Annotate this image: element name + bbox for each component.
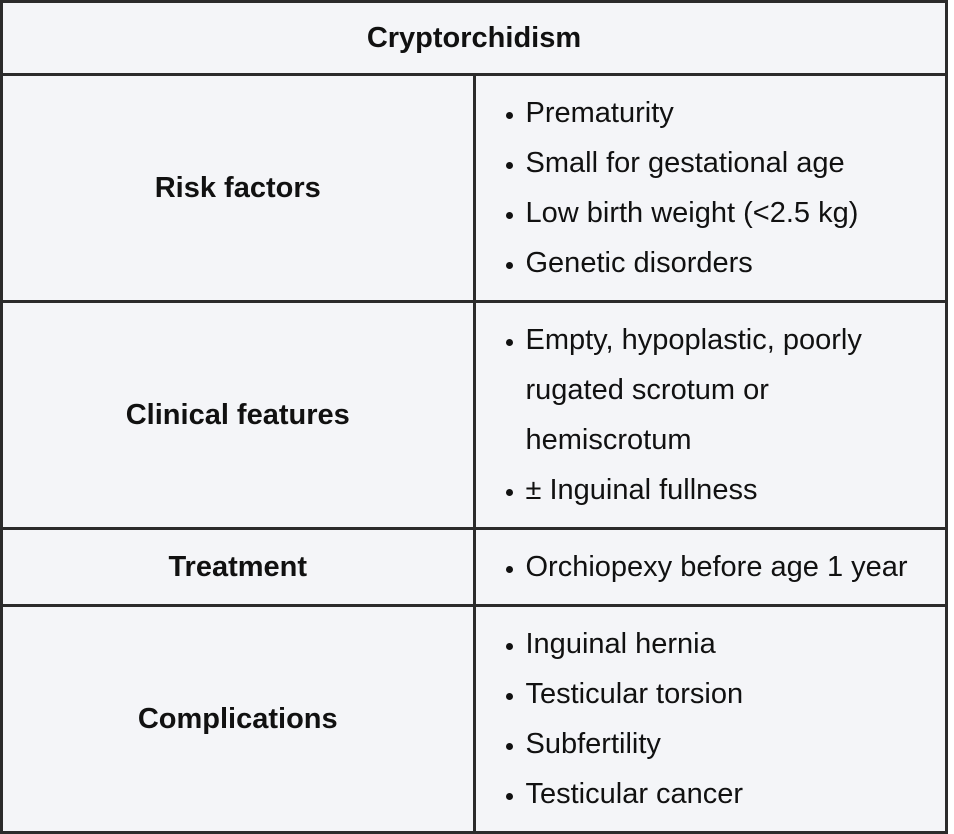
row-label-treatment: Treatment [0,527,476,607]
row-treatment: Treatment Orchiopexy before age 1 year [0,527,948,607]
bullet-list: Empty, hypoplastic, poorly rugated scrot… [476,303,946,527]
list-item: Genetic disorders [526,238,940,288]
list-item: Testicular torsion [526,669,940,719]
table-title: Cryptorchidism [0,0,948,76]
list-item: Empty, hypoplastic, poorly rugated scrot… [526,315,940,465]
row-content-treatment: Orchiopexy before age 1 year [472,527,948,607]
list-item: Inguinal hernia [526,619,940,669]
row-complications: Complications Inguinal hernia Testicular… [0,604,948,834]
bullet-list: Orchiopexy before age 1 year [476,530,946,604]
list-item: Low birth weight (<2.5 kg) [526,188,940,238]
list-item: Small for gestational age [526,138,940,188]
row-clinical-features: Clinical features Empty, hypoplastic, po… [0,300,948,530]
row-label-complications: Complications [0,604,476,834]
bullet-list: Inguinal hernia Testicular torsion Subfe… [476,607,946,831]
list-item: Subfertility [526,719,940,769]
row-risk-factors: Risk factors Prematurity Small for gesta… [0,73,948,303]
list-item: Orchiopexy before age 1 year [526,542,940,592]
list-item: Testicular cancer [526,769,940,819]
row-content-clinical-features: Empty, hypoplastic, poorly rugated scrot… [472,300,948,530]
bullet-list: Prematurity Small for gestational age Lo… [476,76,946,300]
row-content-risk-factors: Prematurity Small for gestational age Lo… [472,73,948,303]
title-row: Cryptorchidism [0,0,948,76]
row-content-complications: Inguinal hernia Testicular torsion Subfe… [472,604,948,834]
list-item: Prematurity [526,88,940,138]
list-item: ± Inguinal fullness [526,465,940,515]
row-label-clinical-features: Clinical features [0,300,476,530]
row-label-risk-factors: Risk factors [0,73,476,303]
